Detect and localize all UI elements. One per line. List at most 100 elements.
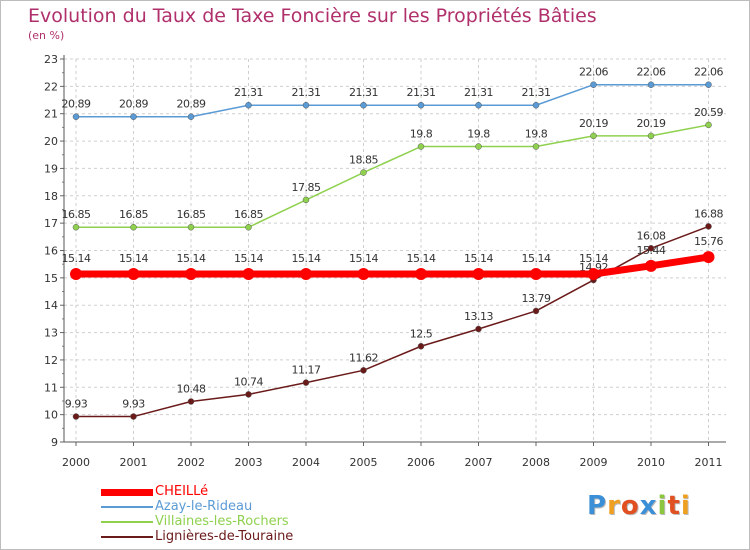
legend-swatch [101, 521, 153, 523]
data-label-villaines-les-rochers: 16.85 [119, 208, 148, 221]
y-tick-label: 21 [44, 108, 58, 121]
data-point-villaines-les-rochers [590, 132, 597, 140]
y-tick-label: 18 [44, 190, 58, 203]
data-point-ligni-res-de-touraine [532, 307, 540, 315]
data-point-cheill- [702, 251, 715, 264]
data-point-azay-le-rideau [532, 101, 540, 109]
data-label-ligni-res-de-touraine: 9.93 [65, 398, 88, 411]
data-label-villaines-les-rochers: 16.85 [62, 208, 91, 221]
y-tick-label: 16 [44, 245, 58, 258]
data-point-cheill- [530, 268, 542, 281]
data-label-ligni-res-de-touraine: 11.17 [292, 364, 321, 377]
data-point-villaines-les-rochers [647, 132, 655, 140]
data-label-ligni-res-de-touraine: 13.79 [522, 292, 551, 305]
data-label-villaines-les-rochers: 19.8 [467, 128, 490, 141]
y-tick-label: 10 [44, 409, 58, 422]
logo-letter: t [667, 491, 681, 521]
logo-letter: i [680, 491, 691, 521]
data-point-ligni-res-de-touraine [475, 325, 482, 333]
data-point-cheill- [587, 268, 600, 281]
data-point-cheill- [300, 268, 312, 281]
data-label-ligni-res-de-touraine: 10.48 [177, 383, 206, 396]
x-tick-label: 2009 [580, 456, 608, 469]
data-label-cheill-: 15.14 [234, 252, 263, 265]
data-point-ligni-res-de-touraine [187, 398, 195, 405]
x-tick-label: 2007 [465, 456, 493, 469]
logo-letter: o [620, 491, 640, 521]
data-label-cheill-: 15.14 [62, 252, 91, 265]
data-point-ligni-res-de-touraine [417, 343, 425, 350]
data-label-azay-le-rideau: 20.89 [62, 98, 91, 111]
series-line-villaines-les-rochers [75, 124, 710, 228]
y-tick-label: 22 [44, 80, 58, 93]
y-tick-label: 13 [44, 327, 58, 340]
data-label-azay-le-rideau: 20.89 [119, 98, 148, 111]
data-point-cheill- [242, 268, 255, 281]
legend-swatch [101, 489, 153, 496]
x-tick-label: 2004 [292, 456, 320, 469]
y-tick-label: 20 [44, 135, 58, 148]
x-tick-label: 2000 [62, 456, 90, 469]
data-point-azay-le-rideau [187, 113, 195, 120]
data-label-ligni-res-de-touraine: 12.5 [410, 327, 433, 340]
data-label-azay-le-rideau: 21.31 [292, 86, 321, 99]
chart-title: Evolution du Taux de Taxe Foncière sur l… [28, 5, 597, 27]
data-point-azay-le-rideau [130, 113, 137, 120]
data-label-cheill-: 15.14 [407, 252, 436, 265]
data-point-azay-le-rideau [360, 101, 367, 109]
y-tick-label: 23 [44, 53, 58, 66]
x-tick-label: 2002 [177, 456, 205, 469]
series-line-ligni-res-de-touraine [75, 225, 710, 418]
x-tick-label: 2011 [695, 456, 723, 469]
data-point-azay-le-rideau [475, 101, 482, 109]
x-tick-label: 2008 [522, 456, 550, 469]
data-label-azay-le-rideau: 21.31 [349, 86, 378, 99]
data-label-villaines-les-rochers: 16.85 [234, 208, 263, 221]
data-point-villaines-les-rochers [187, 223, 195, 231]
data-point-villaines-les-rochers [532, 143, 540, 150]
data-label-azay-le-rideau: 22.06 [637, 66, 666, 79]
data-label-villaines-les-rochers: 16.85 [177, 208, 206, 221]
data-point-ligni-res-de-touraine [130, 413, 137, 420]
data-point-cheill- [70, 268, 82, 281]
data-label-ligni-res-de-touraine: 13.13 [464, 310, 493, 323]
data-point-ligni-res-de-touraine [360, 367, 367, 374]
data-point-azay-le-rideau [590, 81, 597, 88]
data-point-villaines-les-rochers [302, 196, 310, 204]
data-point-azay-le-rideau [705, 81, 712, 88]
data-label-villaines-les-rochers: 20.19 [579, 117, 608, 130]
legend-swatch [101, 506, 153, 508]
data-point-cheill- [357, 268, 370, 281]
data-point-ligni-res-de-touraine [705, 223, 712, 230]
data-label-cheill-: 15.14 [177, 252, 206, 265]
data-label-ligni-res-de-touraine: 16.08 [637, 229, 666, 242]
data-label-villaines-les-rochers: 19.8 [525, 128, 548, 141]
data-label-ligni-res-de-touraine: 11.62 [349, 351, 378, 364]
x-tick-label: 2001 [120, 456, 148, 469]
data-label-villaines-les-rochers: 17.85 [292, 181, 321, 194]
data-point-villaines-les-rochers [417, 143, 425, 150]
y-tick-label: 12 [44, 354, 58, 367]
data-label-cheill-: 15.14 [349, 252, 378, 265]
data-label-cheill-: 15.76 [694, 235, 723, 248]
y-tick-label: 14 [44, 299, 58, 312]
data-label-villaines-les-rochers: 19.8 [410, 128, 433, 141]
data-point-villaines-les-rochers [130, 223, 137, 231]
data-point-villaines-les-rochers [72, 223, 80, 231]
x-tick-label: 2010 [637, 456, 665, 469]
data-point-cheill- [472, 268, 485, 281]
x-tick-label: 2006 [407, 456, 435, 469]
data-label-azay-le-rideau: 21.31 [407, 86, 436, 99]
data-point-ligni-res-de-touraine [72, 413, 80, 420]
chart-subtitle: (en %) [28, 29, 65, 42]
data-label-ligni-res-de-touraine: 10.74 [234, 375, 263, 388]
data-label-azay-le-rideau: 22.06 [579, 66, 608, 79]
legend-label: Lignières-de-Touraine [155, 529, 294, 544]
legend-label: CHEILLé [155, 484, 209, 499]
data-point-cheill- [127, 268, 140, 281]
data-label-cheill-: 15.14 [119, 252, 148, 265]
y-tick-label: 19 [44, 162, 58, 175]
data-label-villaines-les-rochers: 20.59 [694, 106, 723, 119]
data-point-villaines-les-rochers [245, 223, 252, 231]
